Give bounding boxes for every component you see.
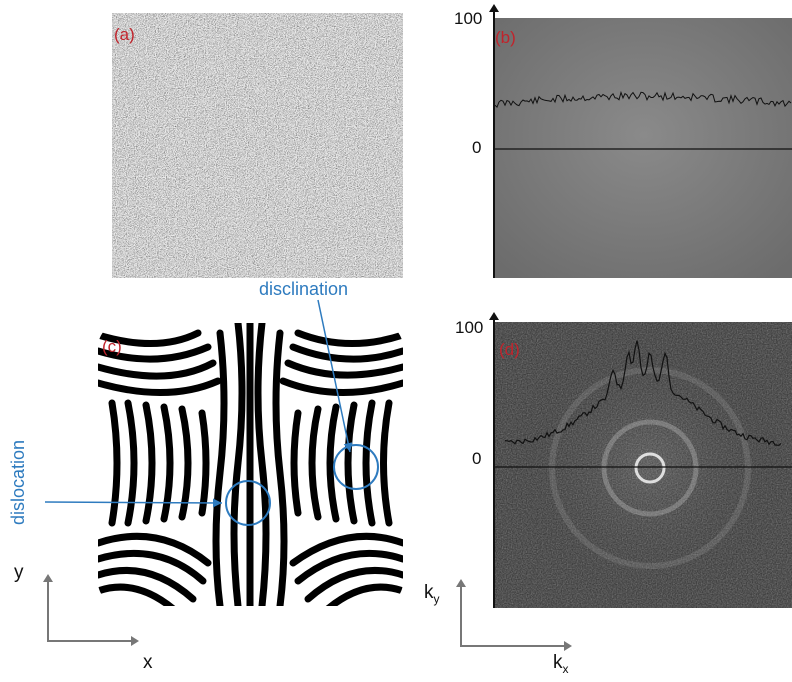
kx-label: kx xyxy=(553,652,569,676)
y-axis-b-arrow xyxy=(489,4,499,12)
pattern-image xyxy=(98,323,403,606)
k-y-arrow xyxy=(456,579,466,587)
disclination-label: disclination xyxy=(259,279,349,299)
disclination-circle xyxy=(333,444,379,490)
noise-image xyxy=(112,13,403,278)
k-x-axis xyxy=(460,645,565,647)
spectrum-curve-b xyxy=(495,90,792,108)
dislocation-label-wrap: dislocation xyxy=(8,430,42,540)
tick-label-b-100: 100 xyxy=(454,9,483,28)
y-axis-d-arrow xyxy=(489,312,499,320)
real-x-label: x xyxy=(143,652,153,673)
panel-d: (d) xyxy=(495,322,792,608)
k-y-axis xyxy=(460,585,462,647)
panel-label-a: (a) xyxy=(114,25,135,44)
panel-label-d: (d) xyxy=(499,340,520,359)
panel-a: (a) xyxy=(112,13,403,278)
panel-c: (c) xyxy=(98,323,403,606)
panel-label-b: (b) xyxy=(495,28,516,47)
real-y-label: y xyxy=(14,562,24,583)
panel-b: (b) xyxy=(495,18,792,278)
y-axis-d xyxy=(493,316,495,608)
spectrum-image xyxy=(495,18,792,278)
spectrum-curve-d xyxy=(504,340,782,446)
k-x-arrow xyxy=(564,641,572,651)
real-y-arrow xyxy=(43,574,53,582)
dislocation-label: dislocation xyxy=(8,439,29,526)
spectrum-image-d xyxy=(495,322,792,608)
real-y-axis xyxy=(47,580,49,642)
ky-label: ky xyxy=(424,582,440,606)
tick-label-b-0: 0 xyxy=(472,138,482,157)
panel-label-c: (c) xyxy=(102,337,122,356)
tick-label-d-0: 0 xyxy=(472,449,482,468)
y-axis-b xyxy=(493,8,495,278)
real-x-arrow xyxy=(131,636,139,646)
dislocation-circle xyxy=(225,480,271,526)
real-x-axis xyxy=(47,640,132,642)
tick-label-d-100: 100 xyxy=(455,318,484,337)
